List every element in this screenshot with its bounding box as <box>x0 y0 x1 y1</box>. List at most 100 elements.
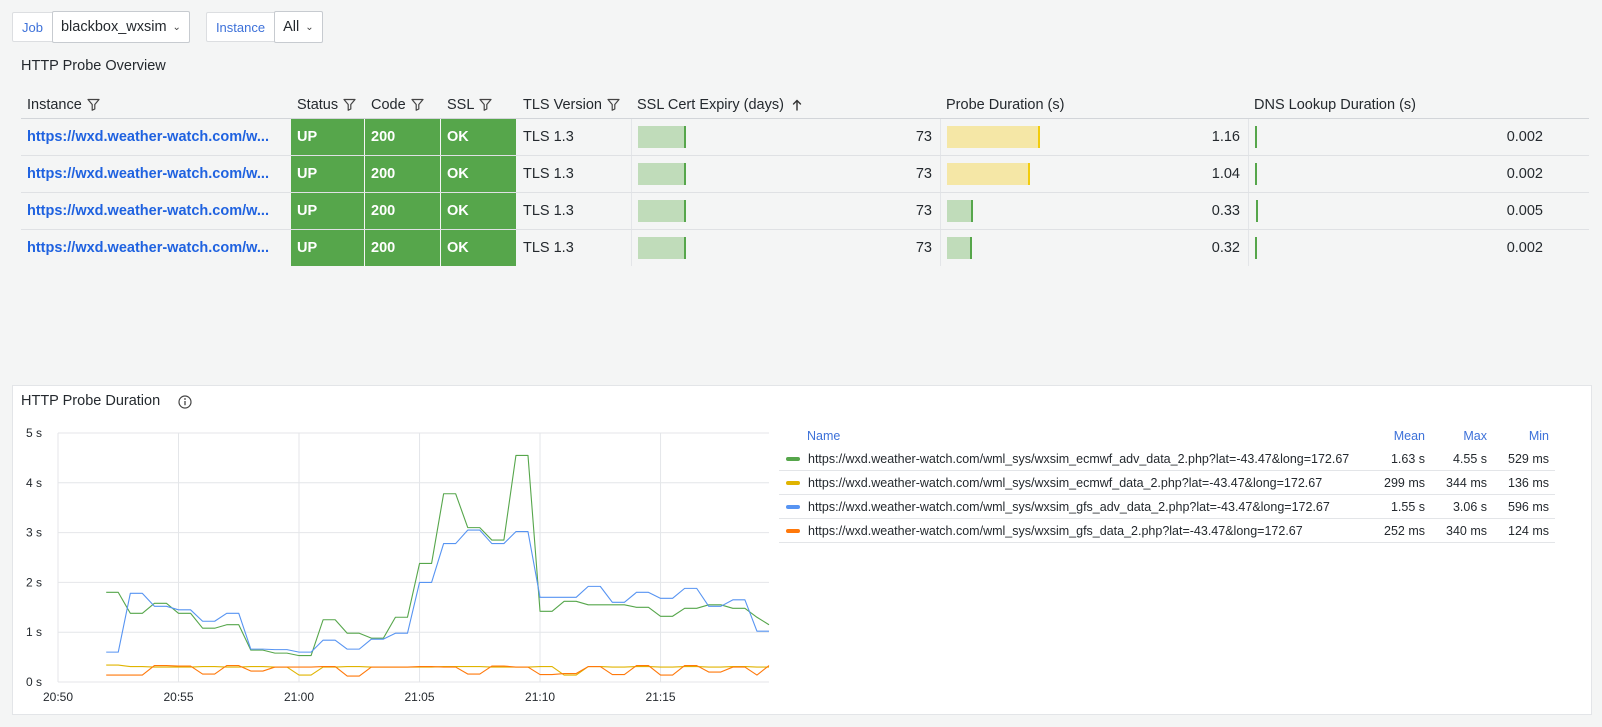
gauge-fill <box>947 200 971 222</box>
filter-icon[interactable] <box>343 98 356 111</box>
chart-panel <box>12 385 1592 715</box>
instance-link[interactable]: https://wxd.weather-watch.com/w... <box>27 240 269 256</box>
probe-duration-gauge <box>947 200 973 222</box>
column-header-tls-version[interactable]: TLS Version <box>517 91 631 118</box>
y-tick-label: 2 s <box>26 575 42 589</box>
chevron-down-icon: ⌄ <box>305 21 314 33</box>
table-row: https://wxd.weather-watch.com/w... UP 20… <box>21 119 1589 156</box>
column-header-probe-duration[interactable]: Probe Duration (s) <box>940 91 1248 118</box>
dns-lookup-cell: 0.002 <box>1248 156 1589 192</box>
column-header-code[interactable]: Code <box>365 91 441 118</box>
gauge-cap <box>684 237 686 259</box>
filter-icon[interactable] <box>411 98 424 111</box>
dns-lookup-gauge <box>1255 126 1257 148</box>
legend-series-name[interactable]: https://wxd.weather-watch.com/wml_sys/wx… <box>808 475 1323 490</box>
sort-ascending-icon[interactable] <box>792 99 802 111</box>
legend-header-min[interactable]: Min <box>1528 428 1549 443</box>
x-tick-label: 21:15 <box>646 690 676 704</box>
y-tick-label: 3 s <box>26 526 42 540</box>
probe-duration-cell: 1.04 <box>940 156 1248 192</box>
instance-variable-select[interactable]: All ⌄ <box>274 11 323 43</box>
column-header-instance[interactable]: Instance <box>21 91 291 118</box>
column-header-label: Probe Duration (s) <box>946 96 1065 113</box>
gauge-cap <box>1255 237 1257 259</box>
series-color-swatch[interactable] <box>786 528 800 533</box>
gauge-cap <box>1038 126 1040 148</box>
ssl-expiry-gauge <box>638 126 686 148</box>
probe-overview-table: Instance Status Code SSL TLS Version SSL… <box>21 91 1589 266</box>
filter-icon[interactable] <box>607 98 620 111</box>
dns-lookup-cell: 0.002 <box>1248 230 1589 266</box>
legend-row[interactable]: https://wxd.weather-watch.com/wml_sys/wx… <box>779 519 1555 543</box>
legend-max: 340 ms <box>1446 523 1487 538</box>
series-color-swatch[interactable] <box>786 504 800 509</box>
legend-max: 3.06 s <box>1452 499 1487 514</box>
info-icon[interactable] <box>178 395 192 414</box>
column-header-ssl[interactable]: SSL <box>441 91 517 118</box>
gauge-fill <box>947 126 1038 148</box>
status-cell: UP <box>291 156 365 192</box>
filter-icon[interactable] <box>479 98 493 111</box>
job-variable-select[interactable]: blackbox_wxsim ⌄ <box>51 11 190 43</box>
column-header-label: DNS Lookup Duration (s) <box>1254 96 1416 113</box>
legend-row[interactable]: https://wxd.weather-watch.com/wml_sys/wx… <box>779 447 1555 471</box>
gauge-fill <box>638 163 684 185</box>
legend-row[interactable]: https://wxd.weather-watch.com/wml_sys/wx… <box>779 495 1555 519</box>
series-line-3 <box>106 529 769 653</box>
column-header-dns-lookup[interactable]: DNS Lookup Duration (s) <box>1248 91 1589 118</box>
dns-lookup-gauge <box>1255 200 1258 222</box>
status-cell: UP <box>291 193 365 229</box>
gauge-cap <box>1255 126 1257 148</box>
column-header-label: SSL <box>447 96 475 113</box>
instance-link[interactable]: https://wxd.weather-watch.com/w... <box>27 203 269 219</box>
series-color-swatch[interactable] <box>786 456 800 461</box>
table-row: https://wxd.weather-watch.com/w... UP 20… <box>21 193 1589 230</box>
gauge-fill <box>638 126 684 148</box>
gauge-cap <box>684 200 686 222</box>
table-row: https://wxd.weather-watch.com/w... UP 20… <box>21 230 1589 266</box>
legend-mean: 1.55 s <box>1390 499 1425 514</box>
legend-series-name[interactable]: https://wxd.weather-watch.com/wml_sys/wx… <box>808 499 1330 514</box>
chart-panel-title[interactable]: HTTP Probe Duration <box>21 393 161 409</box>
probe-duration-chart[interactable]: 0 s 1 s 2 s 3 s 4 s 5 s 20:50 20:55 21:00 21:05 21… <box>12 420 777 720</box>
probe-duration-cell: 1.16 <box>940 119 1248 155</box>
ssl-expiry-value: 73 <box>915 129 932 145</box>
ssl-cell: OK <box>441 156 517 192</box>
legend-series-name[interactable]: https://wxd.weather-watch.com/wml_sys/wx… <box>808 523 1303 538</box>
ssl-expiry-gauge <box>638 200 686 222</box>
probe-duration-value: 0.33 <box>1211 203 1240 219</box>
status-cell: UP <box>291 119 365 155</box>
instance-link[interactable]: https://wxd.weather-watch.com/w... <box>27 166 269 182</box>
series-color-swatch[interactable] <box>786 480 800 485</box>
ssl-expiry-gauge <box>638 237 686 259</box>
code-cell: 200 <box>365 230 441 266</box>
series-line-1 <box>106 454 770 657</box>
ssl-cell: OK <box>441 193 517 229</box>
code-cell: 200 <box>365 193 441 229</box>
legend-header-max[interactable]: Max <box>1463 428 1487 443</box>
column-header-ssl-cert-expiry[interactable]: SSL Cert Expiry (days) <box>631 91 940 118</box>
table-header-row: Instance Status Code SSL TLS Version SSL… <box>21 91 1589 119</box>
job-variable-value: blackbox_wxsim <box>60 19 167 35</box>
gauge-fill <box>947 237 970 259</box>
legend-header-name[interactable]: Name <box>807 428 841 443</box>
y-tick-label: 0 s <box>26 675 42 689</box>
ssl-cell: OK <box>441 119 517 155</box>
x-tick-label: 21:10 <box>525 690 555 704</box>
probe-duration-gauge <box>947 126 1040 148</box>
ssl-expiry-value: 73 <box>915 203 932 219</box>
legend-header-mean[interactable]: Mean <box>1393 428 1425 443</box>
column-header-label: Code <box>371 96 406 113</box>
probe-duration-value: 1.04 <box>1211 166 1240 182</box>
filter-icon[interactable] <box>87 98 100 111</box>
dns-lookup-cell: 0.005 <box>1248 193 1589 229</box>
legend-row[interactable]: https://wxd.weather-watch.com/wml_sys/wx… <box>779 471 1555 495</box>
instance-variable-value: All <box>283 19 300 35</box>
legend-mean: 252 ms <box>1384 523 1425 538</box>
column-header-status[interactable]: Status <box>291 91 365 118</box>
instance-link[interactable]: https://wxd.weather-watch.com/w... <box>27 129 269 145</box>
chevron-down-icon: ⌄ <box>172 21 181 33</box>
legend-series-name[interactable]: https://wxd.weather-watch.com/wml_sys/wx… <box>808 451 1350 466</box>
status-cell: UP <box>291 230 365 266</box>
table-panel-title[interactable]: HTTP Probe Overview <box>21 58 166 74</box>
